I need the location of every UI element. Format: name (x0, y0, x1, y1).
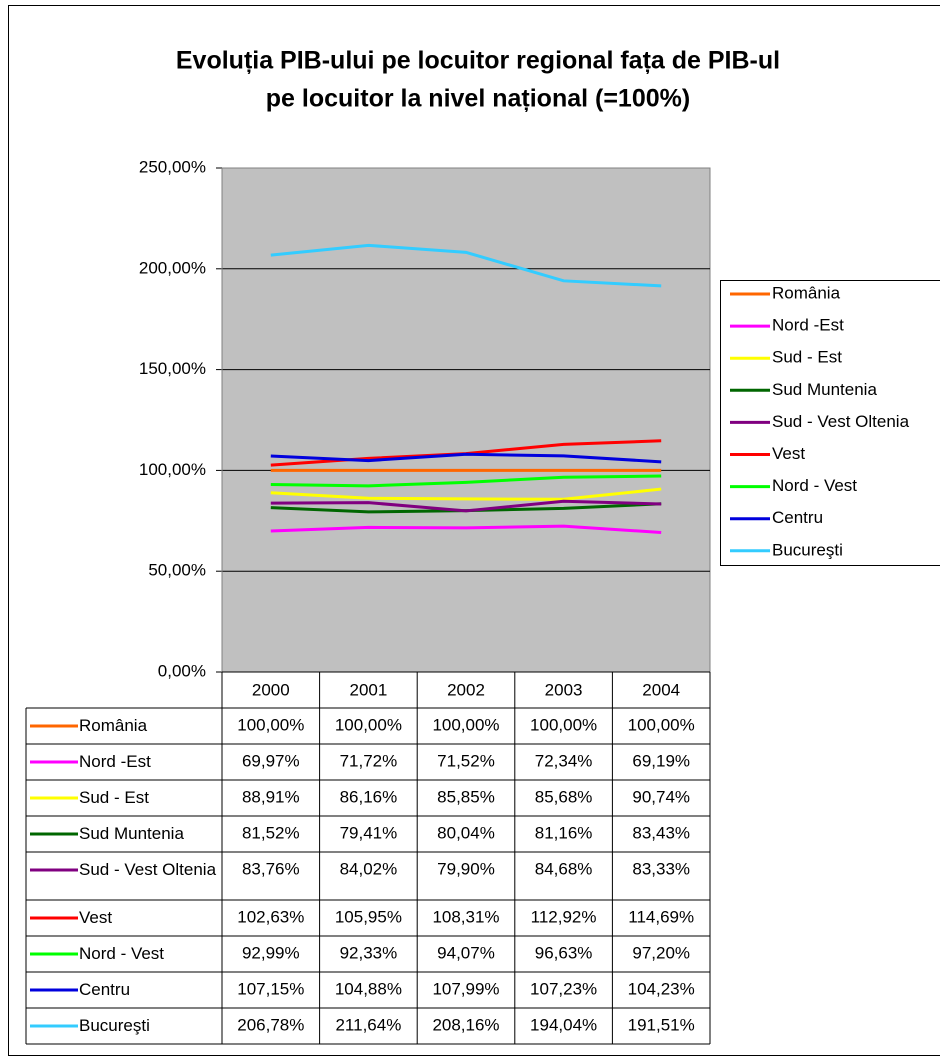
table-value: 79,90% (437, 859, 495, 878)
table-value: 92,33% (340, 943, 398, 962)
table-value: 69,97% (242, 751, 300, 770)
table-value: 84,68% (535, 859, 593, 878)
table-row-label: Bucureşti (79, 1016, 150, 1035)
table-value: 81,16% (535, 823, 593, 842)
table-value: 96,63% (535, 943, 593, 962)
legend-label: Nord - Vest (772, 476, 857, 495)
table-value: 206,78% (237, 1015, 304, 1034)
table-value: 104,88% (335, 979, 402, 998)
table-value: 85,85% (437, 787, 495, 806)
table-value: 94,07% (437, 943, 495, 962)
y-tick-label: 250,00% (139, 157, 206, 176)
y-tick-label: 0,00% (158, 661, 206, 680)
table-value: 100,00% (628, 715, 695, 734)
chart-title: Evoluția PIB-ului pe locuitor regional f… (176, 47, 780, 75)
legend-label: România (772, 283, 841, 302)
table-value: 84,02% (340, 859, 398, 878)
y-tick-label: 150,00% (139, 359, 206, 378)
table-value: 107,15% (237, 979, 304, 998)
row-label: Nord - Vest (79, 944, 165, 963)
table-value: 86,16% (340, 787, 398, 806)
table-value: 80,04% (437, 823, 495, 842)
table-value: 83,33% (632, 859, 690, 878)
table-value: 194,04% (530, 1015, 597, 1034)
table-value: 92,99% (242, 943, 300, 962)
legend-label: Bucureşti (772, 540, 843, 559)
table-value: 100,00% (530, 715, 597, 734)
x-tick-label: 2002 (447, 680, 485, 699)
table-row-label: Sud - Est (79, 788, 149, 807)
row-label: Vest (79, 908, 113, 927)
table-value: 104,23% (628, 979, 695, 998)
table-value: 97,20% (632, 943, 690, 962)
series-line (270, 524, 662, 535)
table-row-label: Nord - Vest (79, 944, 165, 963)
table-value: 83,76% (242, 859, 300, 878)
table-row-label: Sud Muntenia (79, 824, 184, 843)
table-value: 72,34% (535, 751, 593, 770)
legend-label: Sud - Vest Oltenia (772, 412, 910, 431)
table-value: 81,52% (242, 823, 300, 842)
plot-area (221, 167, 711, 673)
row-label: Nord -Est (79, 752, 151, 771)
table-value: 100,00% (432, 715, 499, 734)
table-value: 69,19% (632, 751, 690, 770)
row-label: Sud - Est (79, 788, 149, 807)
table-value: 112,92% (531, 907, 597, 926)
row-label: Sud - Vest Oltenia (79, 860, 217, 879)
series-line (270, 499, 662, 513)
series-line (270, 487, 662, 501)
x-tick-label: 2003 (545, 680, 583, 699)
y-tick-label: 50,00% (148, 561, 206, 580)
legend-label: Nord -Est (772, 316, 844, 335)
table-row-label: Vest (79, 908, 113, 927)
table-value: 90,74% (632, 787, 690, 806)
table-value: 107,99% (432, 979, 499, 998)
table-value: 105,95% (335, 907, 402, 926)
table-row-label: Sud - Vest Oltenia (79, 860, 217, 879)
legend-label: Sud Muntenia (772, 380, 877, 399)
table-value: 100,00% (335, 715, 402, 734)
y-tick-label: 200,00% (139, 258, 206, 277)
row-label: Sud Muntenia (79, 824, 184, 843)
table-row-label: Centru (79, 980, 131, 999)
legend-label: Sud - Est (772, 348, 842, 367)
row-label: România (79, 716, 148, 735)
series-line (270, 243, 662, 288)
table-row-label: Nord -Est (79, 752, 151, 771)
table-value: 83,43% (632, 823, 690, 842)
series-line (270, 452, 662, 464)
chart-title: pe locuitor la nivel național (=100%) (266, 85, 690, 113)
table-value: 208,16% (432, 1015, 499, 1034)
series-line (270, 474, 662, 488)
x-tick-label: 2001 (349, 680, 387, 699)
table-value: 107,23% (530, 979, 597, 998)
table-value: 191,51% (628, 1015, 695, 1034)
table-value: 100,00% (237, 715, 304, 734)
x-tick-label: 2004 (642, 680, 680, 699)
table-value: 71,52% (437, 751, 495, 770)
table-value: 114,69% (628, 907, 694, 926)
table-row-label: România (79, 716, 148, 735)
table-value: 85,68% (535, 787, 593, 806)
table-value: 211,64% (335, 1015, 401, 1034)
table-value: 102,63% (237, 907, 304, 926)
y-tick-label: 100,00% (139, 460, 206, 479)
table-value: 79,41% (340, 823, 398, 842)
row-label: Bucureşti (79, 1016, 150, 1035)
legend-label: Centru (772, 508, 823, 527)
table-value: 108,31% (432, 907, 499, 926)
row-label: Centru (79, 980, 131, 999)
table-value: 71,72% (340, 751, 398, 770)
legend-label: Vest (772, 444, 805, 463)
table-value: 88,91% (242, 787, 300, 806)
x-tick-label: 2000 (252, 680, 290, 699)
